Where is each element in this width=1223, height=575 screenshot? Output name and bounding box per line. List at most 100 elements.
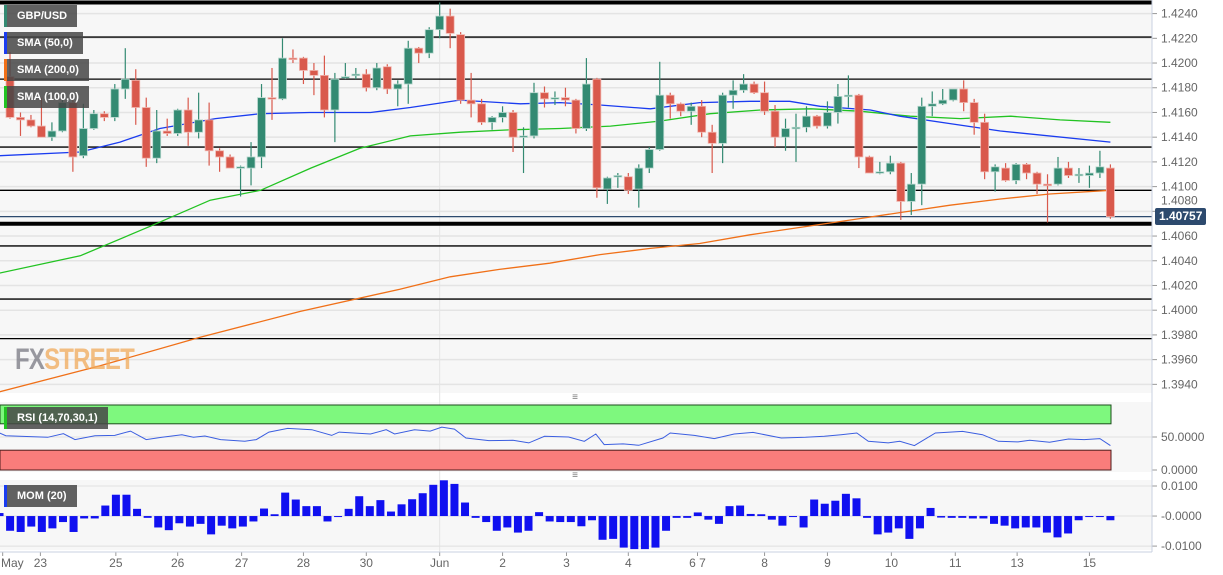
candle-body [382, 66, 392, 90]
candle-body [361, 73, 371, 89]
panel-resize-handle-rsi[interactable]: ≡ [572, 392, 578, 403]
candle-down [959, 80, 969, 112]
legend-sma200[interactable]: SMA (200,0) [4, 59, 89, 81]
legend-rsi[interactable]: RSI (14,70,30,1) [4, 407, 108, 429]
candle-body [435, 15, 445, 31]
candle-down [26, 114, 36, 128]
mom-bar [312, 506, 321, 517]
candle-body [351, 73, 361, 77]
mom-bar [418, 493, 427, 517]
candle-body [26, 119, 36, 127]
horizontal-levels[interactable] [0, 0, 1152, 340]
mom-bar [260, 508, 269, 517]
time-tick-label: 10 [885, 556, 899, 570]
mom-bar [344, 508, 353, 517]
price-tick-label: 1.4040 [1161, 254, 1198, 268]
candle-up [823, 101, 832, 129]
mom-bar [80, 516, 89, 519]
mom-bar [894, 516, 903, 529]
panel-resize-handle-mom[interactable]: ≡ [572, 470, 578, 481]
mom-bar [693, 512, 702, 517]
candle-up [781, 118, 790, 151]
candle-body [980, 121, 990, 173]
time-tick-label: May [1, 556, 24, 570]
candle-body [602, 177, 612, 190]
legend-color-swatch [4, 5, 7, 27]
candle-up [424, 27, 434, 59]
candle-down [1032, 171, 1042, 195]
candle-body [173, 109, 183, 134]
mom-bar [831, 500, 840, 517]
candle-body [16, 117, 25, 121]
candle-down [414, 46, 424, 64]
candle-up [152, 109, 162, 164]
candle-body [812, 115, 822, 127]
candle-body [969, 102, 979, 123]
candle-up [89, 109, 99, 130]
candle-up [110, 84, 120, 122]
candle-body [403, 47, 413, 85]
mom-bar [979, 516, 988, 519]
mom-bar [408, 499, 417, 517]
candle-up [550, 91, 560, 106]
mom-bar [947, 516, 956, 518]
candle-down [1106, 164, 1115, 219]
mom-bar [1085, 516, 1094, 518]
candle-down [382, 64, 392, 94]
candle-body [686, 105, 696, 112]
candle-body [529, 92, 539, 137]
candle-body [278, 57, 287, 100]
legend-rsi-label: RSI (14,70,30,1) [17, 412, 98, 424]
legend-sma200-label: SMA (200,0) [17, 64, 79, 76]
candle-up [340, 63, 350, 80]
mom-bar [863, 516, 872, 518]
legend-sma100[interactable]: SMA (100,0) [4, 86, 89, 108]
time-tick-label: 6 7 [689, 556, 706, 570]
mom-bar [767, 516, 776, 520]
price-tick-label: 1.4180 [1161, 81, 1198, 95]
rsi-line [0, 426, 1111, 447]
mom-tick-label: -0.0000 [1161, 509, 1202, 523]
candle-up [194, 92, 204, 139]
candle-up [1011, 163, 1021, 185]
candle-up [739, 74, 748, 93]
time-tick-label: 25 [109, 556, 123, 570]
candle-up [791, 113, 801, 162]
legend-sma100-label: SMA (100,0) [17, 91, 79, 103]
candle-down [16, 112, 25, 136]
candle-down [477, 98, 487, 125]
candle-body [1106, 167, 1115, 218]
candle-body [1074, 173, 1084, 177]
mom-bar [27, 516, 36, 527]
mom-bar [577, 516, 586, 527]
candle-up [435, 2, 445, 39]
candle-down [299, 56, 308, 85]
mom-bar [841, 493, 850, 517]
mom-bar [1106, 516, 1115, 521]
price-tick-label: 1.4140 [1161, 130, 1198, 144]
candle-body [823, 112, 832, 127]
candle-down [466, 72, 476, 118]
legend-symbol-label: GBP/USD [17, 10, 68, 22]
candle-down [707, 124, 717, 174]
legend-symbol[interactable]: GBP/USD [4, 5, 78, 27]
candle-body [110, 88, 120, 118]
candle-body [781, 128, 790, 138]
candle-up [173, 108, 183, 136]
mom-bar [1095, 516, 1104, 518]
mom-bar [545, 516, 554, 522]
candle-body [990, 166, 1000, 173]
candle-body [225, 156, 235, 169]
price-tick-label: 1.4160 [1161, 105, 1198, 119]
candle-up [833, 84, 843, 124]
candle-down [854, 93, 864, 169]
mom-bar [810, 499, 819, 517]
mom-bar [291, 499, 300, 517]
legend-mom[interactable]: MOM (20) [4, 485, 77, 507]
mom-bar [630, 516, 639, 550]
candle-down [592, 77, 602, 198]
candle-body [854, 94, 864, 158]
mom-bar [154, 516, 163, 528]
legend-sma50[interactable]: SMA (50,0) [4, 32, 83, 54]
